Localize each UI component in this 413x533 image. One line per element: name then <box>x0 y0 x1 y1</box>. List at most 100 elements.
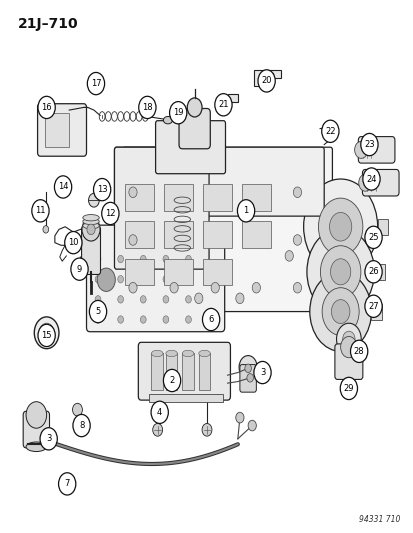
Text: 11: 11 <box>35 206 45 215</box>
Bar <box>202 184 231 211</box>
Circle shape <box>169 102 186 124</box>
Circle shape <box>140 276 146 283</box>
FancyBboxPatch shape <box>23 411 50 448</box>
Circle shape <box>93 179 111 201</box>
Circle shape <box>32 200 49 222</box>
Bar <box>373 264 384 280</box>
Text: 3: 3 <box>46 434 51 443</box>
Circle shape <box>95 296 101 303</box>
Bar <box>164 221 192 248</box>
Circle shape <box>360 133 377 156</box>
Circle shape <box>140 316 146 323</box>
Text: 9: 9 <box>77 265 82 273</box>
Text: 17: 17 <box>90 79 101 88</box>
FancyBboxPatch shape <box>38 104 86 156</box>
Circle shape <box>163 316 169 323</box>
Bar <box>166 353 177 390</box>
Circle shape <box>73 415 90 437</box>
Polygon shape <box>254 70 280 86</box>
Circle shape <box>54 176 71 198</box>
Circle shape <box>235 293 243 304</box>
Text: 5: 5 <box>95 307 100 316</box>
Text: 7: 7 <box>64 479 70 488</box>
Circle shape <box>194 293 202 304</box>
Text: 22: 22 <box>324 127 335 136</box>
Circle shape <box>293 282 301 293</box>
Circle shape <box>185 276 191 283</box>
Circle shape <box>117 296 123 303</box>
Bar <box>164 184 192 211</box>
FancyBboxPatch shape <box>155 120 225 174</box>
Bar <box>377 219 387 235</box>
Text: 21J–710: 21J–710 <box>18 17 78 31</box>
Circle shape <box>89 301 107 322</box>
Circle shape <box>38 324 55 346</box>
Circle shape <box>339 377 357 400</box>
Circle shape <box>58 473 76 495</box>
Ellipse shape <box>198 350 210 357</box>
Text: 15: 15 <box>41 331 52 340</box>
Circle shape <box>340 336 356 358</box>
Bar <box>241 221 270 248</box>
Circle shape <box>185 296 191 303</box>
Circle shape <box>364 226 381 248</box>
Ellipse shape <box>182 350 193 357</box>
Ellipse shape <box>26 442 47 451</box>
Bar <box>164 259 192 285</box>
Circle shape <box>64 231 82 254</box>
Circle shape <box>163 296 169 303</box>
Text: 25: 25 <box>368 233 378 242</box>
Text: 12: 12 <box>105 209 115 218</box>
Text: 10: 10 <box>68 238 78 247</box>
Circle shape <box>285 251 293 261</box>
Circle shape <box>170 282 178 293</box>
Circle shape <box>82 217 100 241</box>
Circle shape <box>244 364 251 373</box>
Ellipse shape <box>83 222 99 229</box>
Circle shape <box>364 295 381 317</box>
Circle shape <box>87 72 104 95</box>
Circle shape <box>247 420 256 431</box>
Circle shape <box>38 96 55 118</box>
Circle shape <box>354 141 367 158</box>
Bar <box>124 221 153 248</box>
Circle shape <box>342 331 354 347</box>
Text: 26: 26 <box>367 268 378 276</box>
Bar <box>45 113 69 147</box>
Circle shape <box>293 187 301 198</box>
Bar <box>202 259 231 285</box>
Circle shape <box>140 255 146 263</box>
Circle shape <box>330 259 350 285</box>
FancyBboxPatch shape <box>138 342 230 400</box>
Circle shape <box>350 340 367 362</box>
Text: 6: 6 <box>208 315 213 324</box>
Text: 29: 29 <box>343 384 353 393</box>
Ellipse shape <box>163 116 172 124</box>
Polygon shape <box>223 94 237 108</box>
Circle shape <box>40 427 57 450</box>
Ellipse shape <box>151 350 163 357</box>
Circle shape <box>321 120 338 142</box>
Circle shape <box>163 276 169 283</box>
Bar <box>241 184 270 211</box>
Ellipse shape <box>166 350 177 357</box>
Circle shape <box>128 235 137 245</box>
Bar <box>151 353 163 390</box>
Text: 13: 13 <box>97 185 107 194</box>
Circle shape <box>235 413 243 423</box>
Ellipse shape <box>83 218 99 224</box>
Circle shape <box>88 193 99 207</box>
Circle shape <box>187 98 202 117</box>
Text: 27: 27 <box>367 302 378 311</box>
Circle shape <box>362 168 379 190</box>
FancyBboxPatch shape <box>334 344 362 379</box>
Circle shape <box>95 276 101 283</box>
FancyBboxPatch shape <box>239 365 256 392</box>
Circle shape <box>185 316 191 323</box>
Circle shape <box>321 288 358 335</box>
Circle shape <box>252 282 260 293</box>
Circle shape <box>72 403 82 416</box>
FancyBboxPatch shape <box>86 225 224 332</box>
Circle shape <box>202 309 219 330</box>
Text: 2: 2 <box>169 376 174 385</box>
